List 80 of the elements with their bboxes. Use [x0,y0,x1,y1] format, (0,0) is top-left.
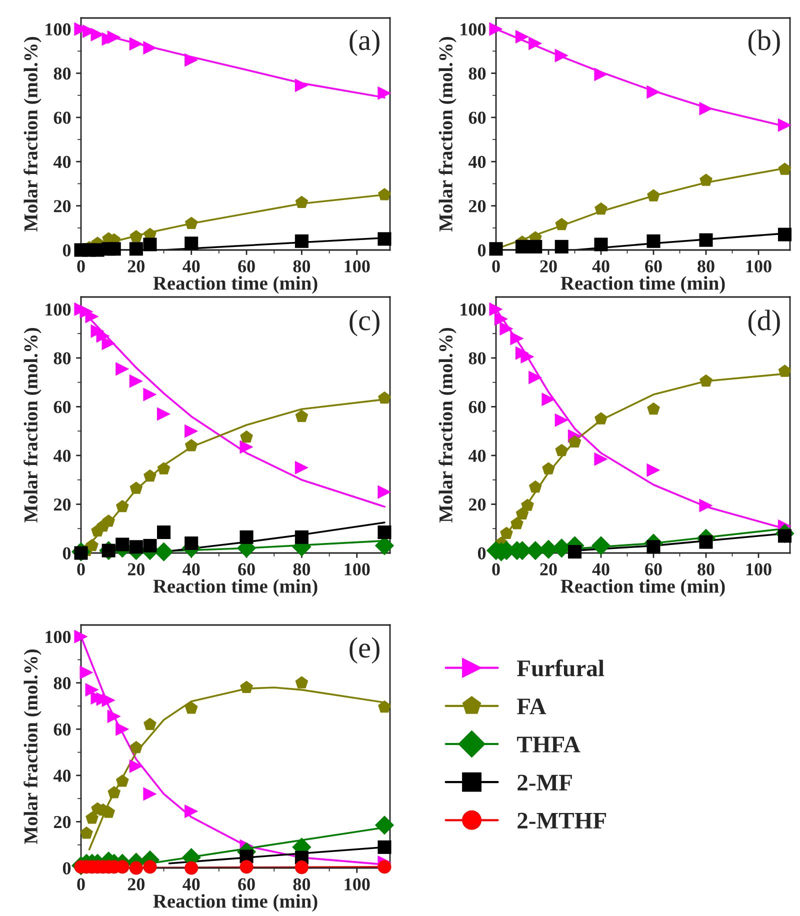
x-tick-label: 40 [592,563,610,576]
y-tick-label: 60 [54,723,71,736]
annotation: (b) [748,30,780,56]
y-axis-title: Molar fraction (mol.%) [24,37,42,232]
y-axis-title: Molar fraction (mol.%) [24,650,42,844]
x-axis-title: Reaction time (min) [560,579,725,597]
x-tick-label: 0 [77,563,85,576]
x-tick-label: 60 [645,563,662,576]
x-tick-label: 100 [344,563,370,576]
x-axis-title: Reaction time (min) [153,894,318,912]
y-axis-title: Molar fraction (mol.%) [438,328,456,522]
y-tick-label: 80 [54,352,71,364]
y-tick-label: 80 [54,67,71,80]
x-tick-label: 60 [645,260,662,272]
x-tick-label: 40 [182,878,200,890]
x-tick-label: 20 [128,563,145,576]
y-tick-label: 20 [54,498,71,511]
y-tick-label: 100 [46,630,71,644]
x-tick-label: 80 [698,260,714,272]
x-axis-title: Reaction time (min) [560,276,725,294]
x-tick-label: 40 [182,563,200,576]
x-tick-label: 100 [746,563,772,576]
y-tick-label: 60 [468,400,486,414]
x-tick-label: 20 [128,878,145,890]
y-tick-label: 40 [468,450,486,462]
y-tick-label: 20 [54,816,71,828]
y-tick-label: 40 [53,156,71,168]
y-axis-title: Molar fraction (mol.%) [24,328,42,522]
x-tick-label: 80 [293,563,310,576]
x-axis-title: Reaction time (min) [153,579,318,597]
y-tick-label: 20 [468,498,486,511]
annotation: (d) [748,310,780,336]
legend-label: 2-MF [518,774,572,790]
x-tick-label: 80 [293,878,310,890]
y-tick-label: 0 [62,862,71,874]
y-tick-label: 0 [62,244,71,256]
y-tick-label: 40 [468,156,486,168]
x-tick-label: 0 [492,563,500,576]
y-tick-label: 60 [468,112,486,124]
x-tick-label: 40 [182,260,200,272]
legend-label: Furfural [517,659,604,676]
y-tick-label: 0 [478,547,486,560]
y-tick-label: 80 [468,352,486,364]
y-tick-label: 20 [468,200,486,212]
y-tick-label: 0 [478,244,486,256]
annotation: (e) [350,637,380,664]
x-tick-label: 60 [238,878,255,890]
x-axis-title: Reaction time (min) [153,276,318,294]
y-tick-label: 80 [54,677,71,690]
y-tick-label: 100 [460,23,486,36]
y-tick-label: 40 [53,770,71,782]
x-tick-label: 0 [492,260,500,272]
x-tick-label: 100 [746,260,772,272]
x-tick-label: 0 [77,260,85,272]
y-tick-label: 100 [46,303,71,316]
x-tick-label: 80 [698,563,714,576]
x-tick-label: 0 [77,878,85,890]
legend-label: THFA [516,736,580,752]
x-tick-label: 60 [238,563,255,576]
x-tick-label: 20 [540,563,557,576]
y-tick-label: 60 [54,400,71,414]
x-tick-label: 60 [238,260,255,272]
x-tick-label: 100 [344,260,370,272]
x-tick-label: 20 [540,260,557,272]
x-tick-label: 80 [293,260,310,272]
x-tick-label: 40 [592,260,610,272]
y-tick-label: 0 [62,547,71,560]
y-tick-label: 60 [54,112,71,124]
legend-label: FA [517,698,546,714]
y-tick-label: 80 [468,67,486,80]
legend-label: 2-MTHF [518,812,606,828]
annotation: (a) [350,30,380,56]
y-axis-title: Molar fraction (mol.%) [438,37,456,232]
x-tick-label: 100 [344,878,370,890]
y-tick-label: 40 [53,450,71,462]
y-tick-label: 100 [460,303,486,316]
x-tick-label: 20 [128,260,145,272]
y-tick-label: 20 [54,200,71,212]
y-tick-label: 100 [46,23,71,36]
annotation: (c) [350,310,380,336]
